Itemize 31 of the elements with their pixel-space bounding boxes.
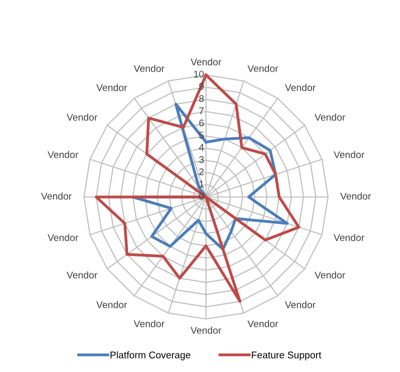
spoke-label: Vendor [314,114,346,121]
spoke-label: Vendor [190,326,222,334]
y-tick-label: 0 [199,192,204,200]
spoke-label: Vendor [96,84,127,92]
spoke-label: Vendor [48,234,78,242]
y-tick-label: 7 [199,107,204,114]
spoke-label: Vendor [41,192,72,200]
spoke-label: Vendor [134,320,164,328]
legend-label: Platform Coverage [110,351,190,360]
spoke-label: Vendor [96,301,127,308]
spoke-label: Vendor [314,271,346,278]
spoke-label: Vendor [284,301,316,308]
spoke-label: Vendor [248,64,278,72]
spoke-label: Vendor [66,271,98,278]
y-tick-label: 8 [199,95,204,102]
y-tick-label: 1 [200,180,204,188]
spoke-label: Vendor [334,234,364,242]
spoke-label: Vendor [134,64,164,72]
spoke-label: Vendor [248,320,278,328]
y-tick-label: 3 [199,156,204,164]
y-tick-label: 6 [199,120,204,126]
y-tick-label: 10 [194,70,204,78]
legend-label: Feature Support [252,352,322,360]
spoke-label: Vendor [340,192,371,200]
spoke-label: Vendor [66,114,98,121]
y-tick-label: 2 [199,168,204,176]
y-tick-label: 4 [198,144,204,151]
spoke-label: Vendor [334,151,364,158]
spoke-label: Vendor [284,84,316,92]
spoke-label: Vendor [48,151,78,158]
spoke-label: Vendor [190,58,222,66]
